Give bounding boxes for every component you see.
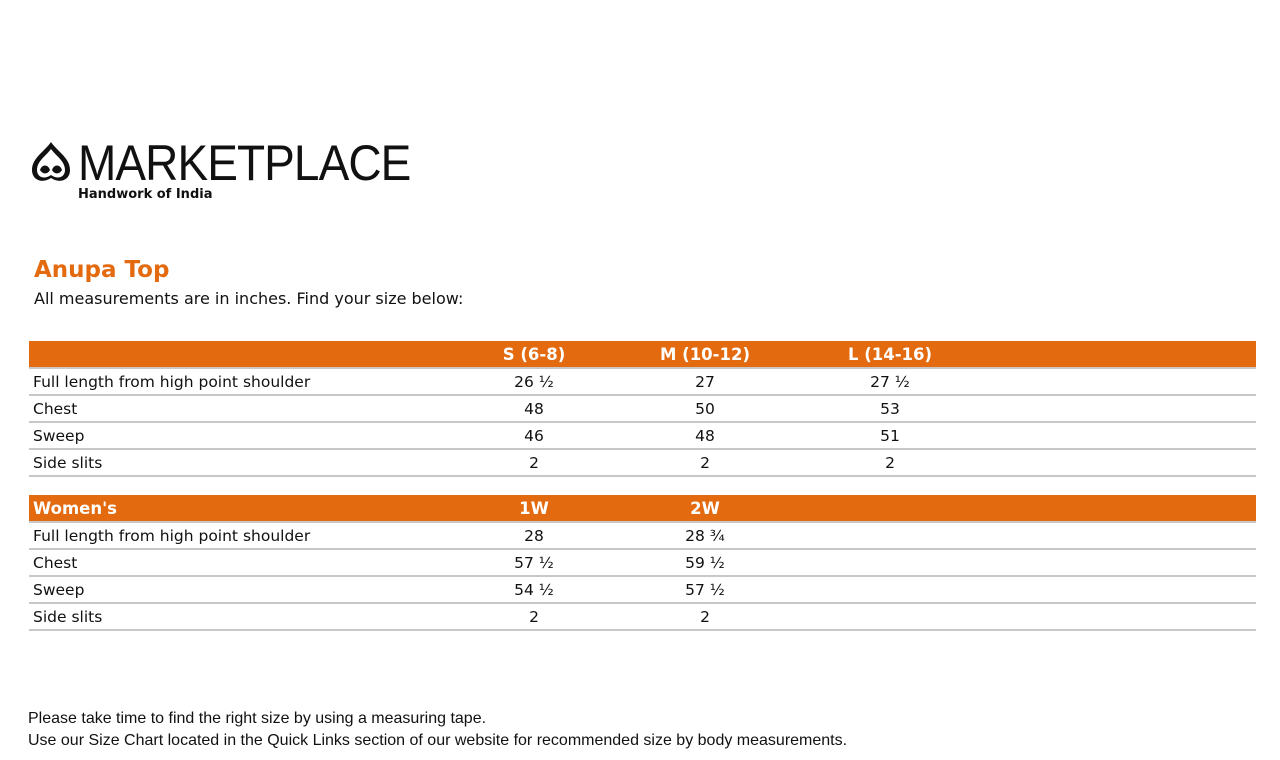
footer-note: Please take time to find the right size … [28, 710, 487, 727]
cell: 54 ½ [449, 576, 619, 604]
row-label: Chest [29, 549, 449, 577]
column-header: S (6-8) [449, 341, 619, 369]
cell: 48 [619, 422, 791, 450]
cell: 57 ½ [619, 576, 791, 604]
cell: 59 ½ [619, 549, 791, 577]
row-label: Chest [29, 395, 449, 423]
size-table: S (6-8) M (10-12) L (14-16) Full length … [29, 341, 1256, 477]
brand-tagline: Handwork of India [78, 187, 213, 202]
table-row: Side slits 2 2 2 [29, 449, 1256, 477]
cell: 28 [449, 522, 619, 550]
table-row: Full length from high point shoulder 26 ½… [29, 368, 1256, 396]
cell: 51 [791, 422, 989, 450]
cell: 57 ½ [449, 549, 619, 577]
column-header [29, 341, 449, 369]
cell: 2 [449, 449, 619, 477]
cell: 2 [791, 449, 989, 477]
cell: 2 [449, 603, 619, 631]
table-row: Full length from high point shoulder 28 28… [29, 522, 1256, 550]
cell: 53 [791, 395, 989, 423]
row-label: Sweep [29, 576, 449, 604]
table-row: Chest 48 50 53 [29, 395, 1256, 423]
cell: 46 [449, 422, 619, 450]
row-label: Side slits [29, 449, 449, 477]
table-row: Sweep 54 ½ 57 ½ [29, 576, 1256, 604]
cell: 28 ¾ [619, 522, 791, 550]
page-title: Anupa Top [34, 257, 170, 283]
table-row: Chest 57 ½ 59 ½ [29, 549, 1256, 577]
row-label: Sweep [29, 422, 449, 450]
table-row: Side slits 2 2 [29, 603, 1256, 631]
table-header-row: S (6-8) M (10-12) L (14-16) [29, 341, 1256, 369]
column-header: M (10-12) [619, 341, 791, 369]
table-header-row: Women's 1W 2W [29, 495, 1256, 523]
womens-size-table: Women's 1W 2W Full length from high poin… [29, 495, 1256, 631]
cell: 48 [449, 395, 619, 423]
row-label: Full length from high point shoulder [29, 368, 449, 396]
column-header: 2W [619, 495, 791, 523]
row-label: Full length from high point shoulder [29, 522, 449, 550]
cell: 27 ½ [791, 368, 989, 396]
cell: 2 [619, 449, 791, 477]
page-subtitle: All measurements are in inches. Find you… [34, 289, 464, 308]
cell: 2 [619, 603, 791, 631]
leaf-hands-icon [32, 142, 70, 181]
cell: 26 ½ [449, 368, 619, 396]
table-row: Sweep 46 48 51 [29, 422, 1256, 450]
row-label: Side slits [29, 603, 449, 631]
brand-name: MARKETPLACE [78, 135, 411, 191]
column-header: Women's [29, 495, 449, 523]
footer-note: Use our Size Chart located in the Quick … [28, 732, 848, 749]
column-header: L (14-16) [791, 341, 989, 369]
cell: 50 [619, 395, 791, 423]
cell: 27 [619, 368, 791, 396]
column-header: 1W [449, 495, 619, 523]
